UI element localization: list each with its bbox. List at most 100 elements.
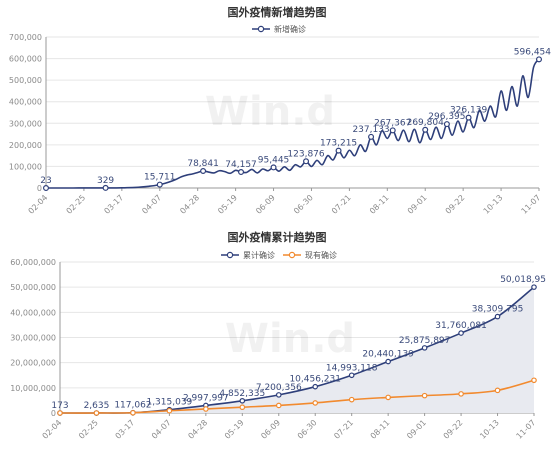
new-label-point-12[interactable]: [443, 121, 450, 128]
new-label-point-8[interactable]: [335, 147, 342, 154]
cum-data-label-4: 1,315,039: [146, 398, 192, 408]
cum-series-2-point-4[interactable]: [166, 407, 173, 414]
cum-x-tick-8: 06-30: [296, 418, 319, 441]
new-y-tick-5: 500,000: [9, 76, 42, 85]
cum-x-tick-12: 09-22: [442, 418, 465, 441]
cum-series-2-point-7[interactable]: [275, 402, 282, 409]
new-x-tick-13: 10-13: [482, 193, 505, 216]
cum-legend-marker-1: [226, 251, 234, 259]
cum-x-tick-5: 04-28: [186, 418, 209, 441]
cum-series-1-point-11[interactable]: [421, 345, 428, 351]
cum-y-tick-2: 20,000,000: [10, 359, 56, 368]
cum-series-2-point-6[interactable]: [239, 404, 246, 411]
cum-data-label-5: 2,997,997: [183, 393, 229, 403]
cum-data-label-11: 25,875,897: [399, 336, 451, 346]
cum-series-2-point-12[interactable]: [458, 391, 464, 397]
cum-y-tick-3: 30,000,000: [10, 334, 56, 343]
new-legend-marker-1: [257, 25, 265, 33]
new-series-line-1: [45, 58, 540, 189]
cum-x-tick-1: 02-04: [41, 418, 64, 441]
new-label-point-5[interactable]: [238, 169, 245, 176]
new-x-tick-8: 06-30: [292, 193, 315, 216]
new-legend-label-1: 新增确诊: [274, 24, 306, 34]
new-label-point-3[interactable]: [156, 181, 163, 188]
cum-series-1-point-8[interactable]: [312, 383, 319, 390]
cum-x-tick-3: 03-17: [114, 418, 137, 441]
cum-x-tick-6: 05-19: [223, 418, 246, 441]
cum-series-2-point-11[interactable]: [421, 392, 428, 399]
cum-x-tick-7: 06-09: [259, 418, 282, 441]
cum-y-tick-0: 0: [51, 409, 56, 418]
cum-series-1-point-9[interactable]: [348, 372, 355, 379]
cum-data-label-10: 20,440,139: [362, 350, 414, 360]
cum-series-2-point-3[interactable]: [130, 409, 136, 416]
cum-data-label-14: 50,018,95: [500, 275, 546, 285]
cum-x-tick-10: 08-11: [369, 418, 392, 441]
cum-watermark: Win.d: [225, 316, 355, 362]
new-x-tick-11: 09-01: [406, 193, 429, 216]
new-label-point-13[interactable]: [465, 114, 472, 121]
new-label-point-14[interactable]: [535, 56, 542, 63]
new-legend-item-1[interactable]: 新增确诊: [252, 24, 306, 34]
new-y-tick-2: 200,000: [9, 141, 42, 150]
cum-data-label-12: 31,760,081: [435, 321, 487, 331]
cum-data-label-6: 4,852,335: [219, 389, 265, 399]
cum-series-2-point-14[interactable]: [531, 377, 537, 384]
cum-x-tick-11: 09-01: [405, 418, 428, 441]
cum-series-1-point-6[interactable]: [239, 397, 246, 404]
cum-x-tick-9: 07-21: [332, 418, 355, 441]
cum-series-2-point-10[interactable]: [385, 394, 391, 401]
cum-series-1-point-10[interactable]: [385, 358, 391, 365]
new-watermark: Win.d: [205, 89, 335, 135]
cum-area-1: [60, 287, 534, 414]
new-x-tick-1: 02-04: [27, 193, 50, 216]
new-cases-chart: 国外疫情新增趋势图 新增确诊 0 100,000 200,000 300,000 400,0…: [0, 0, 554, 222]
new-y-tick-0: 0: [37, 184, 42, 193]
new-data-label-4: 78,841: [187, 159, 219, 169]
new-y-tick-6: 600,000: [9, 55, 42, 64]
cum-legend-item-1[interactable]: 累计确诊: [221, 250, 275, 260]
cum-series-2-point-8[interactable]: [312, 400, 319, 406]
new-label-point-4[interactable]: [200, 167, 207, 174]
cum-series-2-point-9[interactable]: [348, 396, 355, 403]
cum-series-2-point-1[interactable]: [57, 410, 63, 416]
cum-series-2-point-5[interactable]: [203, 406, 209, 412]
new-data-label-14: 596,454: [514, 47, 551, 57]
new-label-point-2[interactable]: [102, 184, 109, 191]
cum-series-1-point-7[interactable]: [275, 392, 282, 398]
new-title: 国外疫情新增趋势图: [228, 5, 327, 19]
new-data-label-10: 267,367: [374, 118, 411, 128]
cum-legend-label-1: 累计确诊: [243, 250, 275, 260]
new-label-point-6[interactable]: [270, 164, 277, 171]
new-data-label-13: 326,139: [450, 106, 487, 116]
cum-data-label-7: 7,200,356: [256, 383, 302, 393]
new-label-point-7[interactable]: [303, 158, 310, 165]
cum-y-tick-1: 10,000,000: [10, 384, 56, 393]
new-data-label-2: 329: [97, 176, 114, 186]
new-x-tick-5: 04-28: [178, 193, 201, 216]
cum-series-1-point-12[interactable]: [458, 330, 464, 336]
new-label-point-1[interactable]: [42, 184, 49, 191]
new-label-point-9[interactable]: [368, 133, 375, 140]
new-x-tick-14: 11-07: [520, 193, 543, 216]
cum-x-tick-4: 04-07: [150, 418, 173, 441]
new-x-tick-6: 05-19: [216, 193, 239, 216]
new-data-label-12: 296,395: [428, 112, 465, 122]
new-x-tick-9: 07-21: [330, 193, 353, 216]
cum-series-2-point-13[interactable]: [494, 387, 501, 394]
cum-series-2-point-2[interactable]: [93, 410, 100, 416]
new-label-point-11[interactable]: [422, 126, 429, 133]
new-label-point-10[interactable]: [389, 127, 396, 134]
new-y-tick-7: 700,000: [9, 33, 42, 42]
cum-series-1-point-14[interactable]: [531, 284, 537, 290]
new-x-tick-7: 06-09: [254, 193, 277, 216]
new-data-label-7: 123,876: [287, 149, 324, 159]
cum-data-label-8: 10,456,231: [289, 375, 341, 385]
cum-series-1-point-13[interactable]: [494, 313, 501, 320]
cumulative-cases-chart: 国外疫情累计趋势图累计确诊 现有确诊 0 10,000,000 20,000,000 30…: [0, 224, 554, 451]
cum-title: 国外疫情累计趋势图: [228, 230, 327, 244]
cum-data-label-2: 2,635: [84, 401, 110, 411]
cum-legend-item-2[interactable]: 现有确诊: [283, 250, 337, 260]
new-x-tick-3: 03-17: [102, 193, 125, 216]
